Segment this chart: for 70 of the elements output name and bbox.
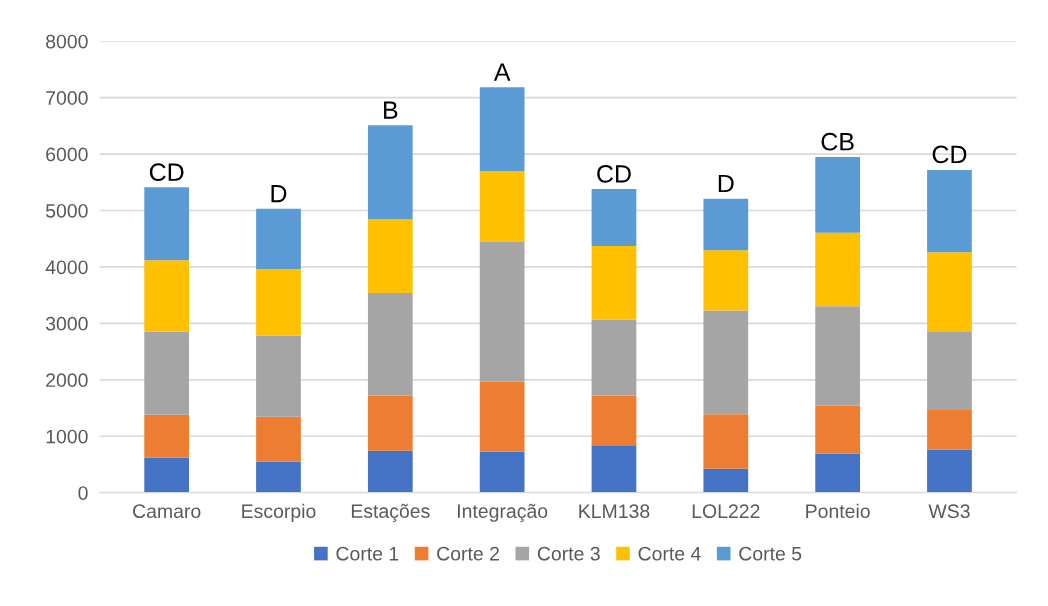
bar	[256, 268, 301, 336]
bar	[256, 461, 301, 493]
bar	[703, 468, 749, 493]
annotation: CB	[821, 132, 854, 151]
bar	[815, 405, 860, 454]
y-tick-label: 6000	[46, 147, 88, 162]
x-tick-label: KLM138	[579, 504, 650, 519]
bar	[367, 125, 413, 219]
bar	[367, 292, 413, 396]
bar	[927, 331, 972, 410]
bar	[815, 453, 860, 493]
y-tick-label: 5000	[45, 203, 88, 218]
bar	[703, 414, 749, 469]
y-tick-label: 3000	[45, 316, 88, 331]
bar	[479, 451, 525, 493]
bar	[144, 187, 190, 261]
y-tick-label: 7000	[46, 91, 88, 105]
x-tick-label: Estações	[351, 503, 430, 522]
y-tick-label: 0	[78, 486, 88, 500]
annotation: D	[271, 185, 287, 203]
bar	[815, 156, 860, 233]
bar	[591, 246, 637, 320]
legend-label: Corte 1	[336, 546, 399, 561]
bar	[703, 198, 749, 251]
bar	[479, 171, 525, 243]
bar	[479, 242, 525, 382]
x-tick-label: Integração	[458, 503, 548, 522]
y-tick-label: 8000	[46, 34, 88, 49]
legend-label: Corte 2	[437, 546, 499, 561]
x-tick-label: WS3	[928, 504, 970, 519]
bar	[256, 208, 301, 269]
annotation: CD	[149, 163, 184, 182]
bar	[591, 445, 637, 493]
legend-label: Corte 4	[638, 546, 701, 561]
y-tick-label: 2000	[46, 373, 88, 388]
bar	[256, 335, 301, 417]
annotation: D	[718, 174, 734, 193]
x-tick-label: Camaro	[133, 504, 201, 519]
bar	[144, 260, 190, 332]
bar	[479, 381, 525, 452]
bar	[815, 306, 860, 406]
annotation: CD	[932, 145, 967, 164]
bar	[927, 449, 972, 493]
bar	[591, 319, 637, 396]
bar	[815, 232, 860, 307]
bar	[927, 169, 972, 253]
bar	[927, 252, 972, 332]
bar	[591, 395, 637, 446]
annotation: B	[384, 101, 398, 119]
x-tick-label: LOL222	[692, 504, 760, 519]
bar	[144, 457, 190, 493]
legend-label: Corte 5	[739, 546, 802, 561]
y-tick-label: 1000	[46, 429, 88, 444]
bar	[591, 189, 637, 247]
bar	[703, 310, 749, 415]
bar	[367, 218, 413, 293]
y-tick-label: 4000	[45, 260, 88, 275]
legend-label: Corte 3	[537, 546, 600, 561]
bar	[144, 331, 190, 415]
bar	[367, 395, 413, 451]
bar	[479, 87, 525, 172]
bar	[144, 414, 190, 458]
annotation: A	[493, 63, 511, 81]
annotation: CD	[597, 165, 631, 183]
bar	[256, 416, 301, 462]
bar	[927, 410, 972, 450]
bar	[703, 250, 749, 311]
bar	[367, 450, 413, 493]
x-tick-label: Ponteio	[806, 503, 870, 519]
x-tick-label: Escorpio	[242, 503, 316, 522]
